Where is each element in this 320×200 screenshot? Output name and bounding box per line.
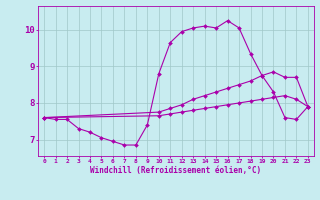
X-axis label: Windchill (Refroidissement éolien,°C): Windchill (Refroidissement éolien,°C) xyxy=(91,166,261,175)
